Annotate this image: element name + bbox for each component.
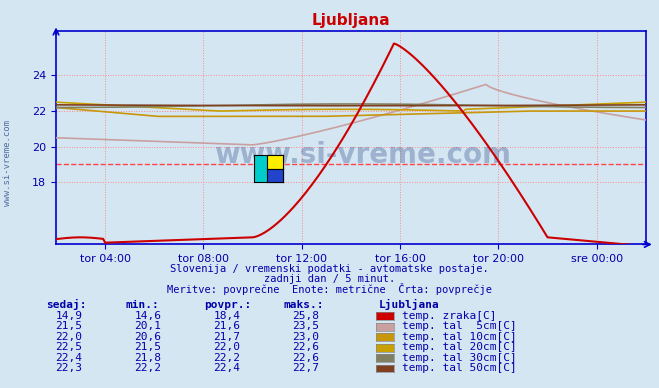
Text: Ljubljana: Ljubljana xyxy=(379,300,440,310)
Text: temp. tal 50cm[C]: temp. tal 50cm[C] xyxy=(402,363,517,373)
Text: 21,5: 21,5 xyxy=(55,321,82,331)
Text: 22,0: 22,0 xyxy=(214,342,241,352)
Text: 22,0: 22,0 xyxy=(55,332,82,342)
Text: temp. tal 10cm[C]: temp. tal 10cm[C] xyxy=(402,332,517,342)
Text: 22,5: 22,5 xyxy=(55,342,82,352)
Title: Ljubljana: Ljubljana xyxy=(312,14,390,28)
Text: www.si-vreme.com: www.si-vreme.com xyxy=(214,141,511,169)
Text: sedaj:: sedaj: xyxy=(46,300,86,310)
Text: 21,8: 21,8 xyxy=(134,353,161,363)
Text: temp. zraka[C]: temp. zraka[C] xyxy=(402,311,496,321)
Text: 25,8: 25,8 xyxy=(293,311,320,321)
Text: 20,1: 20,1 xyxy=(134,321,161,331)
Text: 23,0: 23,0 xyxy=(293,332,320,342)
Text: www.si-vreme.com: www.si-vreme.com xyxy=(3,120,13,206)
Text: zadnji dan / 5 minut.: zadnji dan / 5 minut. xyxy=(264,274,395,284)
Text: 22,2: 22,2 xyxy=(214,353,241,363)
Text: 21,5: 21,5 xyxy=(134,342,161,352)
Text: 21,6: 21,6 xyxy=(214,321,241,331)
Text: 20,6: 20,6 xyxy=(134,332,161,342)
Text: 14,9: 14,9 xyxy=(55,311,82,321)
Text: 22,7: 22,7 xyxy=(293,363,320,373)
Text: Slovenija / vremenski podatki - avtomatske postaje.: Slovenija / vremenski podatki - avtomats… xyxy=(170,264,489,274)
Text: 21,7: 21,7 xyxy=(214,332,241,342)
Text: 22,6: 22,6 xyxy=(293,342,320,352)
Text: 14,6: 14,6 xyxy=(134,311,161,321)
Text: povpr.:: povpr.: xyxy=(204,300,252,310)
Text: 22,2: 22,2 xyxy=(134,363,161,373)
Text: temp. tal  5cm[C]: temp. tal 5cm[C] xyxy=(402,321,517,331)
Text: 22,6: 22,6 xyxy=(293,353,320,363)
Text: temp. tal 30cm[C]: temp. tal 30cm[C] xyxy=(402,353,517,363)
Text: min.:: min.: xyxy=(125,300,159,310)
Text: 22,4: 22,4 xyxy=(55,353,82,363)
Text: 18,4: 18,4 xyxy=(214,311,241,321)
Text: 22,4: 22,4 xyxy=(214,363,241,373)
Text: temp. tal 20cm[C]: temp. tal 20cm[C] xyxy=(402,342,517,352)
Text: Meritve: povprečne  Enote: metrične  Črta: povprečje: Meritve: povprečne Enote: metrične Črta:… xyxy=(167,282,492,294)
Text: 23,5: 23,5 xyxy=(293,321,320,331)
Text: maks.:: maks.: xyxy=(283,300,324,310)
Text: 22,3: 22,3 xyxy=(55,363,82,373)
